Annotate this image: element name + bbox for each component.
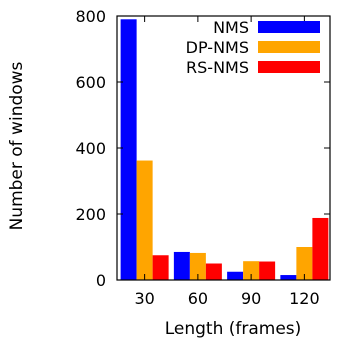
x-axis-label: Length (frames) bbox=[165, 319, 302, 339]
y-tick-label: 400 bbox=[75, 139, 106, 158]
legend-swatch-rs-nms bbox=[258, 61, 320, 73]
x-tick-label: 30 bbox=[134, 289, 154, 308]
bar-dp-nms-60 bbox=[189, 252, 206, 280]
y-tick-label: 600 bbox=[75, 73, 106, 92]
x-ticks: 30 60 90 120 bbox=[134, 16, 320, 308]
bar-dp-nms-120 bbox=[296, 247, 313, 280]
y-axis-label: Number of windows bbox=[7, 61, 27, 230]
bar-nms-90 bbox=[227, 271, 244, 280]
bar-nms-30 bbox=[120, 19, 137, 281]
bar-nms-120 bbox=[280, 275, 297, 280]
legend-swatch-nms bbox=[258, 21, 320, 33]
legend-swatch-dp-nms bbox=[258, 41, 320, 53]
bar-nms-60 bbox=[173, 251, 190, 280]
bar-rs-nms-30 bbox=[152, 255, 169, 280]
y-tick-label: 0 bbox=[96, 271, 106, 290]
x-tick-label: 90 bbox=[241, 289, 261, 308]
legend-label-rs-nms: RS-NMS bbox=[186, 58, 249, 77]
y-tick-label: 200 bbox=[75, 205, 106, 224]
bars-layer bbox=[120, 19, 329, 281]
bar-rs-nms-120 bbox=[312, 217, 329, 280]
x-tick-label: 60 bbox=[188, 289, 208, 308]
bar-rs-nms-60 bbox=[205, 263, 222, 280]
legend-label-nms: NMS bbox=[213, 18, 249, 37]
bar-rs-nms-90 bbox=[259, 261, 276, 280]
bar-dp-nms-90 bbox=[243, 261, 260, 280]
legend-label-dp-nms: DP-NMS bbox=[186, 38, 249, 57]
y-ticks: 0 200 400 600 800 bbox=[75, 7, 330, 290]
bar-dp-nms-30 bbox=[136, 160, 153, 280]
y-tick-label: 800 bbox=[75, 7, 106, 26]
x-tick-label: 120 bbox=[289, 289, 320, 308]
